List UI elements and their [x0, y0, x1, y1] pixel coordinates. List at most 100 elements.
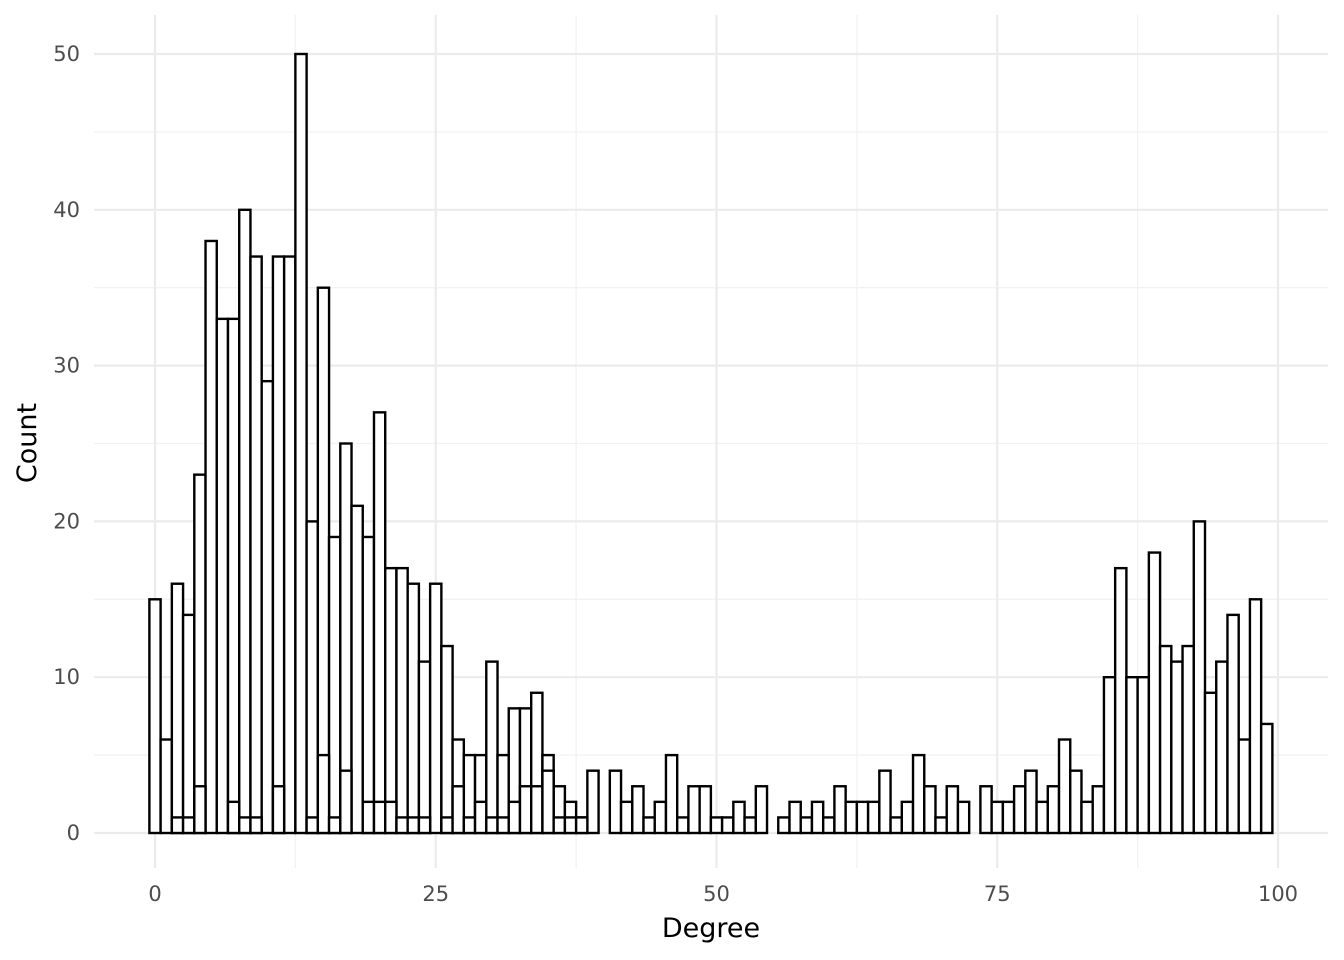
- histogram-bar: [664, 753, 679, 835]
- histogram-bar: [406, 582, 421, 835]
- histogram-bar: [361, 535, 376, 835]
- y-axis-ticks: 0 10 20 30 40 50: [53, 42, 80, 845]
- histogram-bar: [417, 660, 432, 835]
- histogram-bar: [1125, 676, 1139, 835]
- histogram-bar: [619, 800, 634, 835]
- histogram-bar: [1069, 769, 1083, 835]
- histogram-bar: [866, 800, 881, 835]
- histogram-bar: [1035, 800, 1049, 835]
- y-axis-title: Count: [12, 403, 43, 483]
- histogram-bar: [608, 769, 623, 835]
- histogram-bar: [1181, 644, 1195, 835]
- y-tick-label: 10: [53, 665, 80, 689]
- histogram-bar: [563, 816, 578, 835]
- histogram-bar: [440, 644, 454, 835]
- histogram-bar: [1046, 785, 1061, 835]
- histogram-bar: [1001, 800, 1016, 835]
- histogram-bar: [215, 317, 230, 835]
- histogram-bar: [821, 816, 836, 835]
- histogram-bar: [462, 816, 477, 835]
- histogram-bar: [148, 598, 162, 835]
- histogram-bar: [305, 816, 320, 835]
- histogram-bar: [417, 816, 432, 835]
- histogram-bar: [339, 769, 353, 835]
- x-tick-label: 50: [703, 882, 730, 906]
- histogram-bar: [810, 800, 825, 835]
- histogram-bar: [282, 255, 297, 835]
- histogram-bar: [911, 753, 926, 835]
- histogram-bar: [844, 800, 859, 835]
- histogram-bar: [1012, 785, 1027, 835]
- histogram-bar: [395, 566, 409, 835]
- histogram-bar: [181, 613, 196, 835]
- histogram-bar: [541, 769, 555, 835]
- x-tick-label: 0: [148, 882, 161, 906]
- histogram-bar: [316, 753, 331, 835]
- histogram-bar: [1203, 691, 1218, 835]
- histogram-bar: [900, 800, 915, 835]
- histogram-bar: [855, 800, 870, 835]
- histogram-bar: [956, 800, 971, 835]
- x-axis-ticks: 0 25 50 75 100: [148, 882, 1298, 906]
- histogram-bar: [945, 785, 960, 835]
- histogram-bar: [1170, 660, 1184, 835]
- histogram-bar: [518, 785, 533, 835]
- histogram-bar: [574, 816, 589, 835]
- histogram-bar: [923, 785, 937, 835]
- histogram-bar: [799, 816, 814, 835]
- histogram-bar: [675, 816, 690, 835]
- histogram-bar: [833, 785, 847, 835]
- histogram-bar: [451, 785, 466, 835]
- histogram-bars: [148, 52, 1274, 835]
- histogram-bar: [395, 816, 409, 835]
- histogram-bar: [1248, 598, 1263, 835]
- x-tick-label: 25: [422, 882, 449, 906]
- histogram-bar: [159, 738, 174, 835]
- y-tick-label: 20: [53, 509, 80, 533]
- histogram-bar: [1192, 520, 1207, 835]
- histogram-bar: [271, 255, 286, 835]
- histogram-bar: [361, 800, 376, 835]
- histogram-bar: [350, 504, 364, 835]
- histogram-bar: [204, 239, 218, 835]
- histogram-bar: [1158, 644, 1173, 835]
- histogram-bar: [372, 411, 387, 835]
- histogram-bar: [990, 800, 1005, 835]
- y-tick-label: 30: [53, 354, 80, 378]
- histogram-bar: [1237, 738, 1252, 835]
- histogram-bar: [305, 520, 320, 835]
- histogram-bar: [238, 816, 252, 835]
- histogram-bar: [170, 816, 185, 835]
- histogram-bar: [698, 785, 713, 835]
- histogram-bar: [934, 816, 948, 835]
- histogram-bar: [294, 52, 308, 835]
- histogram-bar: [372, 800, 387, 835]
- histogram-bar: [754, 785, 769, 835]
- histogram-bar: [485, 816, 499, 835]
- histogram-bar: [485, 660, 499, 835]
- histogram-bar: [709, 816, 724, 835]
- histogram-bar: [181, 816, 196, 835]
- y-tick-label: 0: [67, 821, 80, 845]
- histogram-bar: [193, 473, 207, 835]
- histogram-bar: [327, 535, 342, 835]
- histogram-bar: [327, 816, 342, 835]
- histogram-bar: [743, 816, 758, 835]
- histogram-bar: [1147, 551, 1162, 835]
- histogram-bar: [1057, 738, 1072, 835]
- histogram-bar: [496, 816, 510, 835]
- histogram-bar: [878, 769, 892, 835]
- histogram-bar: [732, 800, 746, 835]
- histogram-bar: [687, 785, 701, 835]
- histogram-bar: [226, 317, 241, 835]
- x-tick-label: 75: [984, 882, 1011, 906]
- histogram-bar: [1259, 722, 1274, 835]
- histogram-bar: [271, 785, 286, 835]
- histogram-bar: [238, 208, 252, 835]
- histogram-bar: [384, 566, 398, 835]
- histogram-bar: [586, 769, 600, 835]
- histogram-bar: [507, 800, 522, 835]
- y-tick-label: 50: [53, 42, 80, 66]
- histogram-bar: [193, 785, 207, 835]
